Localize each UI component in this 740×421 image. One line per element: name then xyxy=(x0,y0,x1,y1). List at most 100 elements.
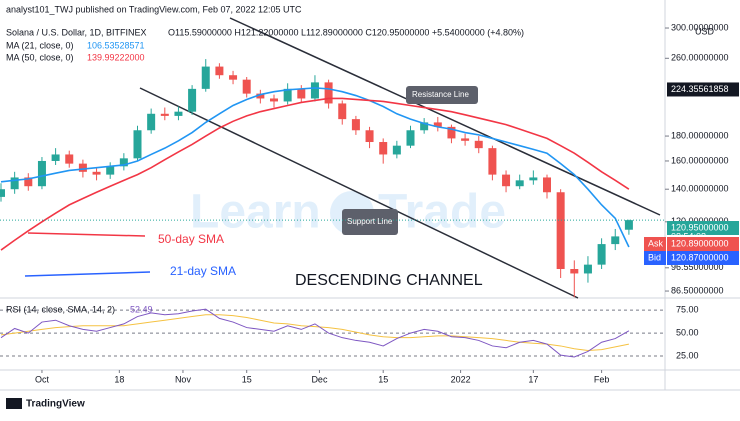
x-tick-label: 18 xyxy=(114,374,124,384)
price-label-box xyxy=(667,221,739,235)
y-tick-label: 160.00000000 xyxy=(671,155,729,165)
candle-body xyxy=(10,177,19,190)
x-tick-label: 2022 xyxy=(451,374,471,384)
candle-body xyxy=(78,163,87,172)
y-tick-label: 96.55000000 xyxy=(671,262,724,272)
rsi-line xyxy=(0,308,630,358)
annotation: 50-day SMA xyxy=(158,232,224,246)
candle-body xyxy=(583,264,592,274)
candle-body xyxy=(338,103,347,120)
candle-body xyxy=(543,177,551,193)
x-tick-label: Feb xyxy=(594,374,610,384)
ma-value: 106.53528571 xyxy=(87,40,145,50)
ma-line xyxy=(0,87,630,248)
candle-body xyxy=(160,113,169,116)
candle-body xyxy=(502,174,511,187)
y-tick-label: 140.00000000 xyxy=(671,184,729,194)
candle-body xyxy=(147,113,156,131)
candle-body xyxy=(570,269,579,274)
candle-body xyxy=(597,244,606,265)
ma-label: MA (21, close, 0) xyxy=(6,40,74,50)
candle-body xyxy=(270,98,278,102)
footer: TradingView xyxy=(26,399,85,410)
candle-body xyxy=(119,158,128,167)
candle-body xyxy=(324,82,333,104)
annotation: 21-day SMA xyxy=(170,264,236,278)
candle-body xyxy=(474,140,483,149)
candle-body xyxy=(556,192,565,270)
y-tick-label: 180.00000000 xyxy=(671,130,729,140)
x-tick-label: Dec xyxy=(311,374,328,384)
bid-box xyxy=(644,251,666,265)
annotation: Resistance Line xyxy=(412,90,469,99)
candle-body xyxy=(447,126,456,139)
annotation: Support Line xyxy=(347,217,393,226)
candle-body xyxy=(51,154,60,161)
channel-upper xyxy=(229,17,661,216)
candle-body xyxy=(529,177,538,181)
price-label-box xyxy=(667,82,739,97)
x-tick-label: Oct xyxy=(35,374,50,384)
rsi-sma-line xyxy=(0,314,629,352)
price-label-box xyxy=(667,237,739,251)
candle-body xyxy=(133,130,142,159)
candle-body xyxy=(515,180,524,187)
candle-body xyxy=(283,88,292,102)
candle-body xyxy=(65,154,74,164)
rsi-label: RSI (14, close, SMA, 14, 2) xyxy=(6,304,115,314)
candle-body xyxy=(488,148,497,175)
ask-name: Ask xyxy=(648,238,664,248)
candle-body xyxy=(37,160,46,187)
legend-line xyxy=(24,271,151,277)
publisher: analyst101_TWJ published on TradingView.… xyxy=(6,4,302,14)
legend-line xyxy=(27,232,146,237)
symbol: Solana / U.S. Dollar, 1D, BITFINEX xyxy=(6,27,147,37)
watermark-text: Learn xyxy=(190,186,321,239)
price-label: 224.35561858 xyxy=(671,84,729,94)
price-label: 120.87000000 xyxy=(671,252,729,262)
candle-body xyxy=(24,177,33,187)
candle-body xyxy=(188,88,197,112)
candle-body xyxy=(624,220,633,230)
candle-body xyxy=(92,171,101,175)
x-tick-label: 17 xyxy=(528,374,538,384)
footer-logo xyxy=(6,398,22,409)
candle-body xyxy=(461,138,470,141)
candle-body xyxy=(351,119,360,131)
price-label: 120.89000000 xyxy=(671,238,729,248)
currency: USD xyxy=(695,26,715,36)
candle-body xyxy=(365,130,374,143)
candle-body xyxy=(379,142,388,155)
rsi-tick-label: 25.00 xyxy=(676,350,699,360)
candle-body xyxy=(201,66,210,89)
candle-body xyxy=(174,111,183,116)
x-tick-label: 15 xyxy=(378,374,388,384)
price-label-box xyxy=(667,251,739,265)
y-tick-label: 260.00000000 xyxy=(671,53,729,63)
rsi-value: 52.49 xyxy=(130,304,153,314)
candle-body xyxy=(215,66,224,76)
rsi-tick-label: 75.00 xyxy=(676,304,699,314)
annotation: DESCENDING CHANNEL xyxy=(295,272,483,289)
annotation-box xyxy=(406,86,478,104)
ask-box xyxy=(644,237,666,251)
candle-body xyxy=(392,145,401,155)
ma-value: 139.99222000 xyxy=(87,52,145,62)
x-tick-label: 15 xyxy=(242,374,252,384)
watermark: Learn Trade xyxy=(190,186,506,239)
channel-lower xyxy=(139,87,579,299)
candle-body xyxy=(0,189,5,197)
price-label: 120.95000000 xyxy=(671,222,729,232)
ma-line xyxy=(0,97,630,251)
candle-body xyxy=(420,122,429,131)
y-tick-label: 86.50000000 xyxy=(671,285,724,295)
countdown: 08:54:08 xyxy=(671,231,706,241)
candle-body xyxy=(242,79,251,94)
x-tick-label: Nov xyxy=(175,374,192,384)
annotation-box xyxy=(342,209,398,235)
candle-body xyxy=(256,93,265,99)
candle-body xyxy=(611,236,620,245)
candle-body xyxy=(406,130,415,146)
candle-body xyxy=(106,166,115,175)
